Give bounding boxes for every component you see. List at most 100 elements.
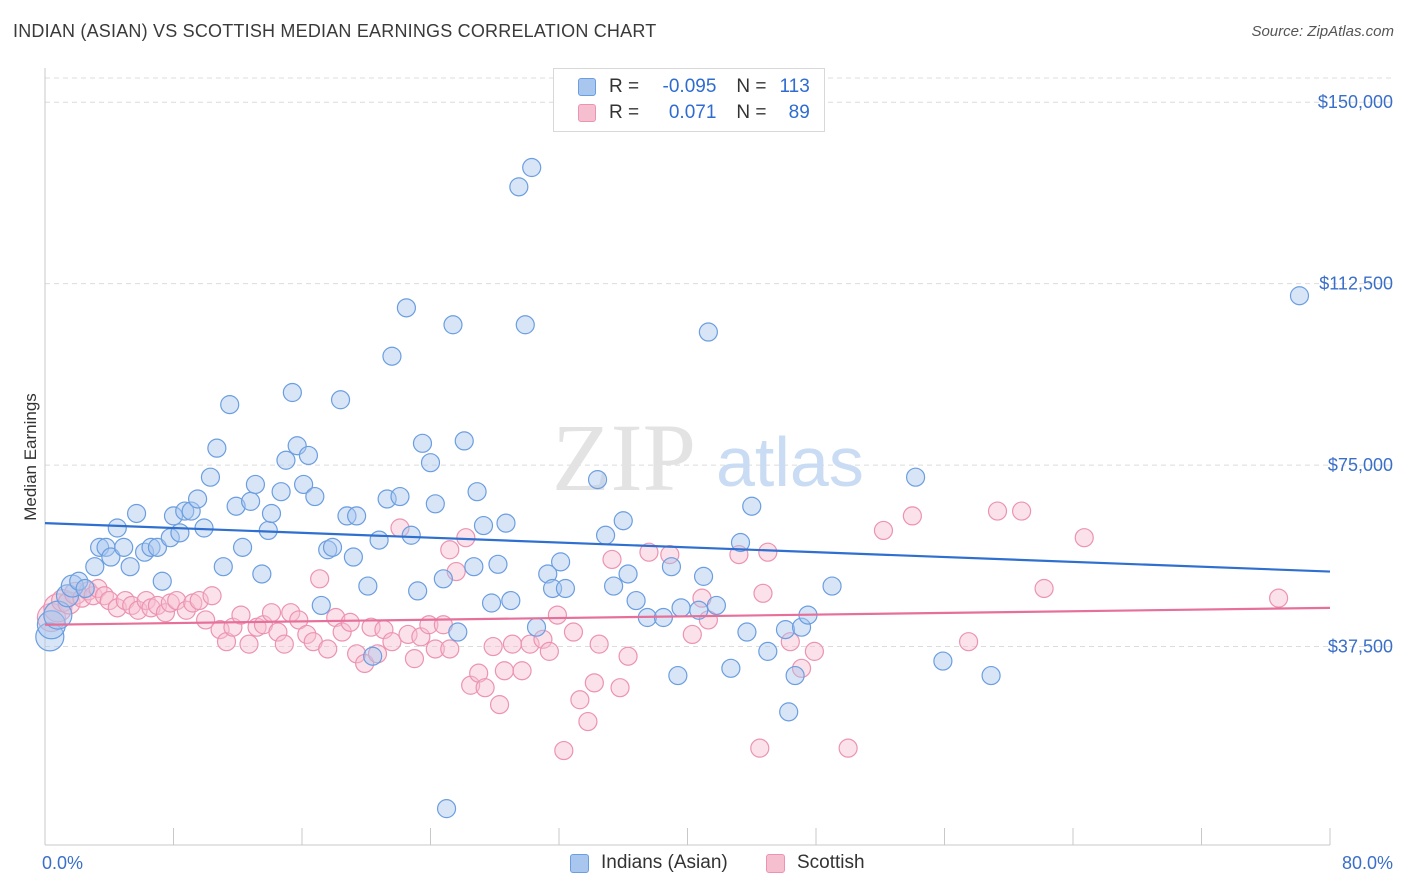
indians-point [454, 431, 474, 451]
scottish-point [404, 649, 425, 669]
x-tick-labels: 0.0% 80.0% [42, 853, 1393, 873]
trend-line-scottish [44, 606, 1331, 626]
indians-point [737, 622, 757, 642]
n-label: N = [736, 102, 767, 123]
indians-point [207, 438, 227, 458]
scottish-point [987, 501, 1008, 521]
indians-point [775, 620, 796, 640]
indians-point [538, 564, 558, 584]
n-value: 89 [788, 102, 810, 123]
indians-point [618, 564, 638, 584]
indians-point [126, 503, 147, 524]
scottish-point [1268, 588, 1289, 608]
scottish-point [563, 622, 584, 642]
scottish-point [340, 612, 360, 632]
scottish-point [318, 639, 338, 659]
watermark-atlas: atlas [716, 423, 864, 501]
legend-row-indians: R = -0.095 N = 113 [578, 75, 810, 99]
indians-point [822, 576, 842, 596]
legend-swatch-blue [570, 853, 589, 873]
indians-point [232, 537, 253, 557]
scottish-point [99, 590, 119, 611]
gridlines [45, 77, 1395, 648]
indians-point [252, 564, 272, 584]
y-tick-label: $37,500 [1328, 637, 1393, 657]
indians-point [241, 491, 261, 511]
scottish-point [289, 610, 309, 630]
indians-point [200, 467, 221, 487]
indians-point [401, 525, 421, 545]
scottish-point [780, 632, 800, 652]
indians-point [147, 537, 168, 557]
indians-point [698, 322, 718, 342]
scottish-point [584, 673, 604, 693]
scottish-point [347, 644, 367, 664]
indians-point [981, 665, 1001, 686]
source-credit: Source: ZipAtlas.com [1251, 23, 1394, 40]
indians-point [551, 552, 571, 572]
legend-item-scottish[interactable]: Scottish [766, 852, 865, 874]
indians-point [467, 482, 487, 502]
scottish-point [155, 603, 176, 623]
indians-point [382, 346, 402, 366]
legend-row-scottish: R = 0.071 N = 89 [578, 101, 810, 125]
indians-point [433, 569, 453, 589]
indians-point [481, 593, 502, 613]
scottish-point [1034, 578, 1054, 599]
indians-point [587, 470, 608, 490]
indians-point [187, 489, 208, 509]
scottish-point [554, 740, 574, 761]
legend-label-indians: Indians (Asian) [601, 852, 728, 873]
indians-point [245, 474, 266, 495]
indians-point [742, 496, 762, 516]
scottish-point [189, 590, 209, 611]
indians-point [396, 298, 417, 318]
indians-point [358, 576, 378, 596]
scottish-point [107, 598, 127, 618]
scottish-point [332, 622, 352, 642]
indians-point [282, 382, 302, 403]
watermark-zip: ZIP [552, 404, 696, 511]
indians-point [152, 571, 172, 591]
scottish-point [196, 610, 216, 630]
correlation-legend: R = -0.095 N = 113 R = 0.071 N = 89 [553, 68, 825, 132]
indians-point [343, 547, 363, 567]
r-value: 0.071 [668, 102, 717, 123]
x-tick-label: 80.0% [1342, 853, 1393, 873]
indians-point [163, 506, 184, 526]
scottish-point [958, 632, 979, 652]
indians-point [791, 617, 812, 637]
legend-item-indians[interactable]: Indians (Asian) [570, 852, 728, 874]
indians-point [363, 646, 383, 666]
indians-point [721, 658, 741, 678]
scottish-point [43, 593, 73, 623]
scottish-point [274, 634, 294, 654]
indians-point [298, 445, 319, 466]
scottish-point [440, 540, 460, 560]
scottish-point [902, 506, 922, 526]
indians-point [141, 537, 161, 557]
indians-point [347, 506, 367, 526]
indians-point [114, 537, 134, 557]
indians-point [311, 595, 331, 616]
y-tick-labels: $37,500 $75,000 $112,500 $150,000 [1318, 92, 1393, 656]
indians-point [271, 482, 291, 502]
series-scottish [36, 501, 1289, 761]
indians-point [706, 595, 727, 616]
indians-point [693, 566, 714, 586]
scottish-point [489, 695, 510, 715]
indians-point [408, 581, 428, 601]
y-axis-label: Median Earnings [21, 393, 40, 521]
scottish-point [610, 678, 630, 698]
indians-point [779, 702, 799, 722]
scottish-point [589, 634, 609, 654]
indians-point [170, 523, 190, 543]
indians-point [220, 395, 240, 415]
indians-point [668, 665, 688, 686]
indians-point [181, 501, 201, 521]
indians-point [390, 486, 410, 507]
scottish-point [639, 542, 659, 562]
series-legend: Indians (Asian) Scottish [0, 852, 1406, 878]
indians-point [626, 590, 646, 611]
scottish-point [176, 600, 196, 620]
